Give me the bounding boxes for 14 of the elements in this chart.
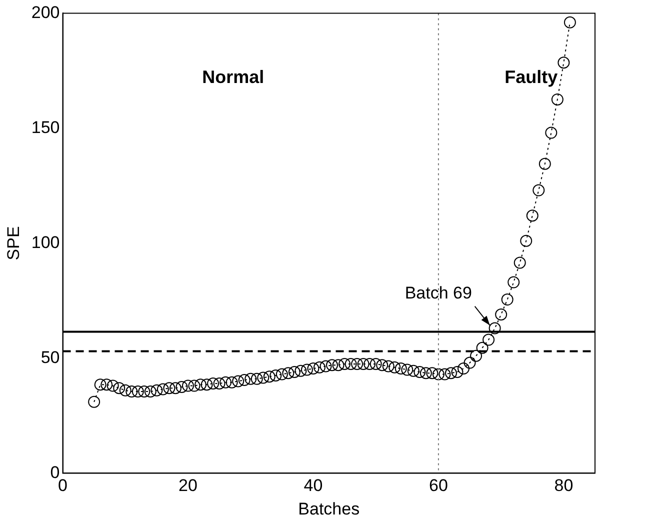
x-axis-title: Batches [298, 499, 360, 518]
x-tick-label: 60 [429, 476, 448, 496]
y-tick-label: 150 [31, 118, 60, 137]
annotation: Normal [202, 67, 264, 88]
annotation: Batch 69 [404, 283, 472, 302]
annotation: Faulty [504, 67, 558, 88]
y-axis-title: SPE [4, 226, 23, 260]
x-tick-label: 40 [304, 476, 323, 496]
y-tick-label: 0 [50, 462, 60, 482]
x-tick-label: 20 [178, 476, 198, 496]
y-tick-label: 200 [31, 2, 60, 22]
y-tick-label: 50 [40, 348, 60, 367]
y-tick-label: 100 [31, 232, 60, 252]
x-tick-label: 80 [554, 476, 574, 496]
